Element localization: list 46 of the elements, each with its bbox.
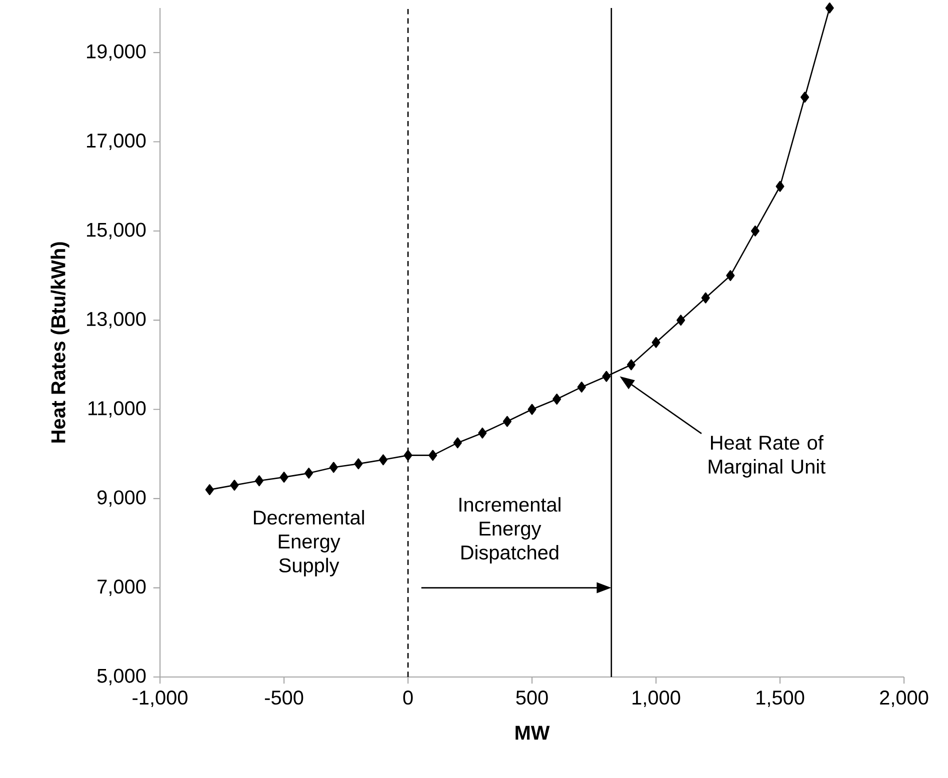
annotation: Decremental Energy Supply — [254, 510, 364, 576]
y-tick-label: 7,000 — [98, 580, 146, 596]
x-tick-label: -500 — [264, 690, 304, 705]
point — [652, 337, 660, 348]
point — [478, 428, 487, 438]
x-tick-label: 500 — [516, 690, 548, 705]
point — [701, 292, 710, 304]
y-tick-label: 5,000 — [97, 668, 146, 686]
point — [726, 270, 735, 282]
x-tick-label: 0 — [403, 690, 413, 705]
point — [205, 484, 214, 496]
point — [304, 468, 314, 479]
point — [676, 314, 686, 326]
y-tick-label: 9,000 — [98, 490, 146, 507]
x-tick-label: 2,000 — [880, 690, 928, 708]
y-tick-label: 13,000 — [87, 312, 146, 328]
x-axis-title: MW — [516, 726, 550, 740]
point — [825, 2, 834, 14]
point — [502, 416, 512, 427]
point — [800, 92, 810, 103]
point — [329, 462, 338, 473]
point — [280, 472, 288, 483]
y-tick-label: 11,000 — [88, 401, 146, 418]
x-tick-label: -1,000 — [132, 690, 188, 708]
point — [428, 450, 438, 461]
y-axis-title: Heat Rates (Btu/kWh) — [50, 242, 70, 442]
point — [404, 450, 412, 461]
annotation: Incremental Energy Dispatched — [459, 497, 560, 564]
point — [577, 382, 586, 393]
x-tick-label: 1,000 — [632, 690, 680, 708]
y-tick-label: 15,000 — [87, 222, 146, 240]
point — [378, 454, 388, 466]
point — [602, 370, 611, 382]
point — [528, 404, 536, 415]
annotation: Heat Rate of Marginal Unit — [708, 435, 826, 478]
point — [552, 394, 562, 405]
point — [354, 458, 363, 470]
point — [230, 480, 239, 491]
point — [776, 180, 784, 192]
point — [750, 226, 760, 236]
point — [626, 359, 636, 370]
y-tick-label: 19,000 — [87, 44, 146, 61]
y-tick-label: 17,000 — [87, 134, 146, 150]
point — [254, 475, 264, 486]
x-tick-label: 1,500 — [756, 690, 804, 708]
point — [453, 437, 462, 448]
